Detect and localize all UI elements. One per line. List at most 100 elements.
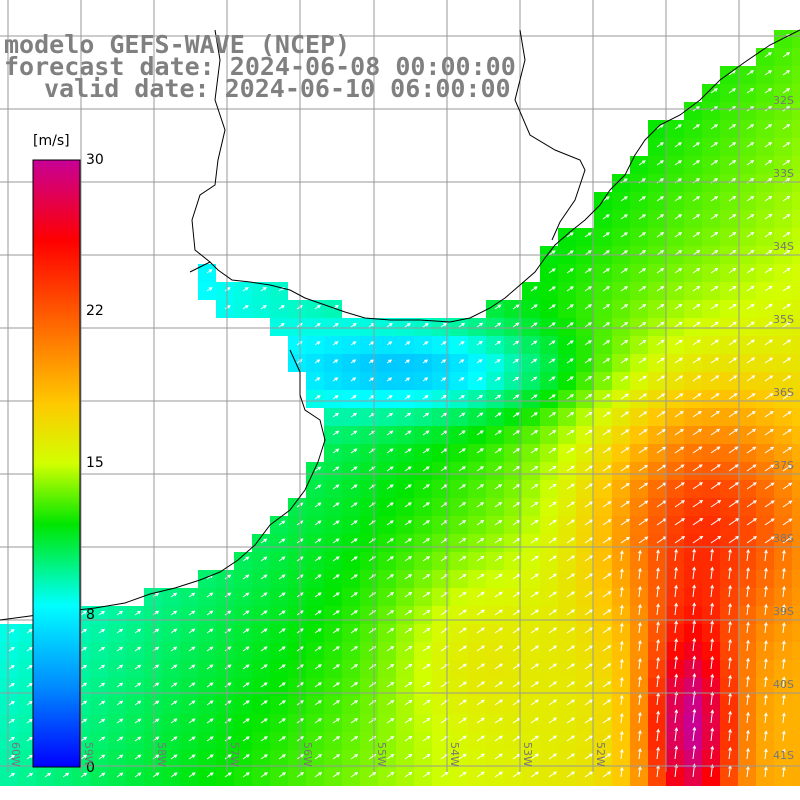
wind-arrowhead bbox=[155, 610, 160, 615]
wind-arrowhead bbox=[607, 699, 612, 703]
wind-arrow bbox=[98, 772, 105, 778]
wind-arrow bbox=[782, 518, 792, 526]
wind-arrowhead bbox=[735, 518, 740, 522]
wind-arrowhead bbox=[334, 359, 339, 363]
wind-arrowhead bbox=[353, 412, 358, 417]
wind-arrowhead bbox=[408, 574, 413, 578]
wind-arrowhead bbox=[787, 393, 792, 397]
wind-arrow bbox=[332, 664, 340, 670]
wind-arrow bbox=[620, 587, 623, 598]
wind-arrow bbox=[422, 430, 429, 436]
lat-lon-grid bbox=[0, 0, 800, 772]
wind-arrow bbox=[764, 586, 767, 598]
wind-arrowhead bbox=[638, 549, 642, 554]
wind-cell bbox=[792, 30, 800, 48]
wind-arrow bbox=[782, 214, 790, 220]
wind-arrow bbox=[746, 518, 757, 526]
wind-arrowhead bbox=[119, 700, 124, 705]
wind-arrow bbox=[530, 663, 539, 670]
wind-arrow bbox=[494, 484, 502, 490]
wind-arrowhead bbox=[425, 484, 430, 488]
wind-arrowhead bbox=[588, 376, 593, 380]
wind-arrow bbox=[782, 677, 785, 688]
wind-arrowhead bbox=[692, 637, 697, 642]
wind-arrowhead bbox=[714, 249, 719, 254]
wind-arrowhead bbox=[733, 339, 737, 344]
wind-arrowhead bbox=[732, 285, 737, 290]
wind-arrowhead bbox=[300, 700, 304, 704]
wind-arrowhead bbox=[728, 674, 732, 679]
wind-arrowhead bbox=[553, 771, 557, 776]
wind-arrow bbox=[188, 592, 195, 598]
wind-arrowhead bbox=[607, 573, 612, 577]
wind-cell bbox=[792, 498, 800, 516]
wind-arrow bbox=[746, 604, 749, 616]
wind-arrowhead bbox=[571, 717, 576, 722]
wind-arrowhead bbox=[788, 446, 793, 451]
wind-arrow bbox=[584, 447, 593, 454]
wind-cell bbox=[792, 336, 800, 354]
wind-arrow bbox=[386, 538, 394, 544]
wind-arrow bbox=[602, 573, 612, 580]
wind-arrowhead bbox=[336, 682, 341, 686]
wind-arrowhead bbox=[119, 628, 124, 633]
wind-arrowhead bbox=[715, 375, 720, 379]
wind-arrowhead bbox=[209, 610, 214, 615]
wind-arrowhead bbox=[674, 655, 679, 660]
wind-arrowhead bbox=[678, 268, 683, 272]
wind-arrowhead bbox=[553, 609, 557, 614]
wind-arrowhead bbox=[535, 645, 540, 650]
lon-label: 52W bbox=[594, 742, 607, 767]
wind-arrow bbox=[260, 736, 268, 742]
wind-arrow bbox=[656, 518, 667, 526]
wind-arrowhead bbox=[674, 691, 679, 696]
wind-arrow bbox=[278, 664, 286, 670]
wind-arrow bbox=[692, 304, 700, 310]
wind-arrowhead bbox=[318, 754, 323, 758]
wind-arrowhead bbox=[462, 502, 467, 506]
wind-arrowhead bbox=[354, 664, 359, 668]
wind-arrow bbox=[710, 656, 713, 670]
wind-arrowhead bbox=[517, 771, 521, 776]
wind-arrowhead bbox=[728, 656, 732, 661]
coastline-uruguay-argentina bbox=[0, 349, 326, 621]
wind-arrow bbox=[746, 375, 755, 382]
wind-arrow bbox=[548, 555, 557, 562]
wind-arrowhead bbox=[101, 772, 106, 777]
wind-arrow bbox=[386, 520, 394, 526]
wind-arrow bbox=[422, 556, 430, 562]
wind-arrow bbox=[638, 622, 641, 634]
wind-arrow bbox=[512, 663, 521, 670]
wind-arrow bbox=[782, 568, 785, 580]
wind-arrowhead bbox=[551, 358, 556, 363]
wind-arrow bbox=[332, 592, 340, 598]
wind-arrowhead bbox=[553, 753, 557, 758]
wind-arrowhead bbox=[353, 466, 358, 471]
wind-arrowhead bbox=[607, 519, 612, 523]
wind-arrow bbox=[530, 484, 538, 490]
wind-arrow bbox=[26, 719, 33, 724]
wind-cell bbox=[792, 534, 800, 552]
wind-arrowhead bbox=[316, 359, 321, 363]
wind-arrow bbox=[530, 591, 539, 598]
wind-arrowhead bbox=[534, 573, 539, 578]
wind-arrowhead bbox=[606, 375, 611, 380]
wind-arrowhead bbox=[656, 639, 660, 644]
wind-arrow bbox=[170, 682, 177, 688]
wind-arrowhead bbox=[661, 393, 666, 397]
wind-arrowhead bbox=[656, 710, 660, 715]
wind-arrowhead bbox=[426, 574, 431, 578]
wind-arrow bbox=[764, 640, 767, 652]
wind-arrow bbox=[332, 736, 340, 742]
wind-arrowhead bbox=[407, 430, 412, 435]
wind-arrow bbox=[584, 555, 593, 562]
wind-arrow bbox=[728, 482, 739, 490]
wind-arrowhead bbox=[101, 610, 106, 615]
wind-arrowhead bbox=[462, 573, 467, 578]
wind-arrow bbox=[728, 357, 737, 364]
wind-arrow bbox=[602, 663, 611, 670]
wind-cell bbox=[792, 210, 800, 228]
wind-arrowhead bbox=[660, 178, 664, 182]
wind-arrowhead bbox=[696, 232, 701, 236]
wind-arrow bbox=[620, 465, 630, 472]
